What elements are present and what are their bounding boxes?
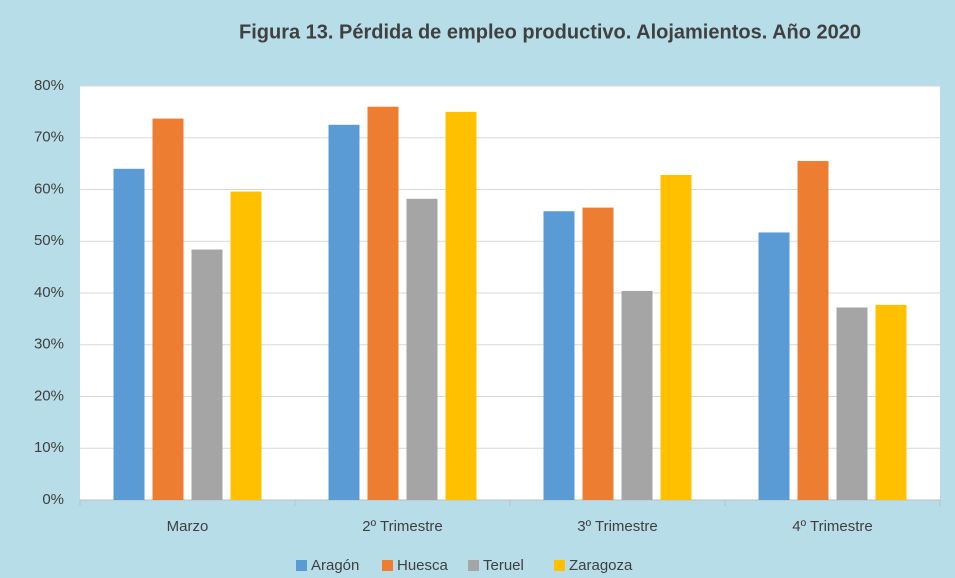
y-tick-label: 80%: [34, 77, 64, 94]
bar: [230, 191, 262, 500]
y-tick-label: 70%: [34, 129, 64, 146]
x-tick-label: Marzo: [167, 518, 209, 535]
bar: [797, 161, 829, 500]
bar: [836, 307, 868, 500]
legend-swatch: [296, 560, 307, 571]
legend-label: Aragón: [311, 557, 359, 574]
bar: [406, 198, 438, 500]
bar: [758, 232, 790, 500]
bar: [113, 168, 145, 501]
x-tick-label: 4º Trimestre: [792, 518, 873, 535]
x-tick-label: 3º Trimestre: [577, 518, 658, 535]
y-tick-label: 50%: [34, 232, 64, 249]
y-tick-label: 0%: [42, 491, 64, 508]
bar: [328, 124, 360, 500]
bar: [367, 106, 399, 500]
y-tick-label: 10%: [34, 439, 64, 456]
bar: [875, 304, 907, 500]
x-tick-label: 2º Trimestre: [362, 518, 443, 535]
y-tick-label: 20%: [34, 387, 64, 404]
legend-label: Teruel: [483, 557, 524, 574]
legend-swatch: [382, 560, 393, 571]
bar: [191, 249, 223, 500]
bar: [582, 207, 614, 501]
y-tick-label: 30%: [34, 336, 64, 353]
bar: [660, 175, 692, 500]
bar: [621, 290, 653, 500]
y-tick-label: 40%: [34, 284, 64, 301]
chart-title: Figura 13. Pérdida de empleo productivo.…: [239, 21, 861, 43]
legend-swatch: [468, 560, 479, 571]
bar: [152, 118, 184, 500]
y-tick-label: 60%: [34, 180, 64, 197]
bar: [445, 111, 477, 500]
legend-label: Huesca: [397, 557, 449, 574]
bar: [543, 211, 575, 501]
legend-swatch: [554, 560, 565, 571]
legend-label: Zaragoza: [569, 557, 633, 574]
